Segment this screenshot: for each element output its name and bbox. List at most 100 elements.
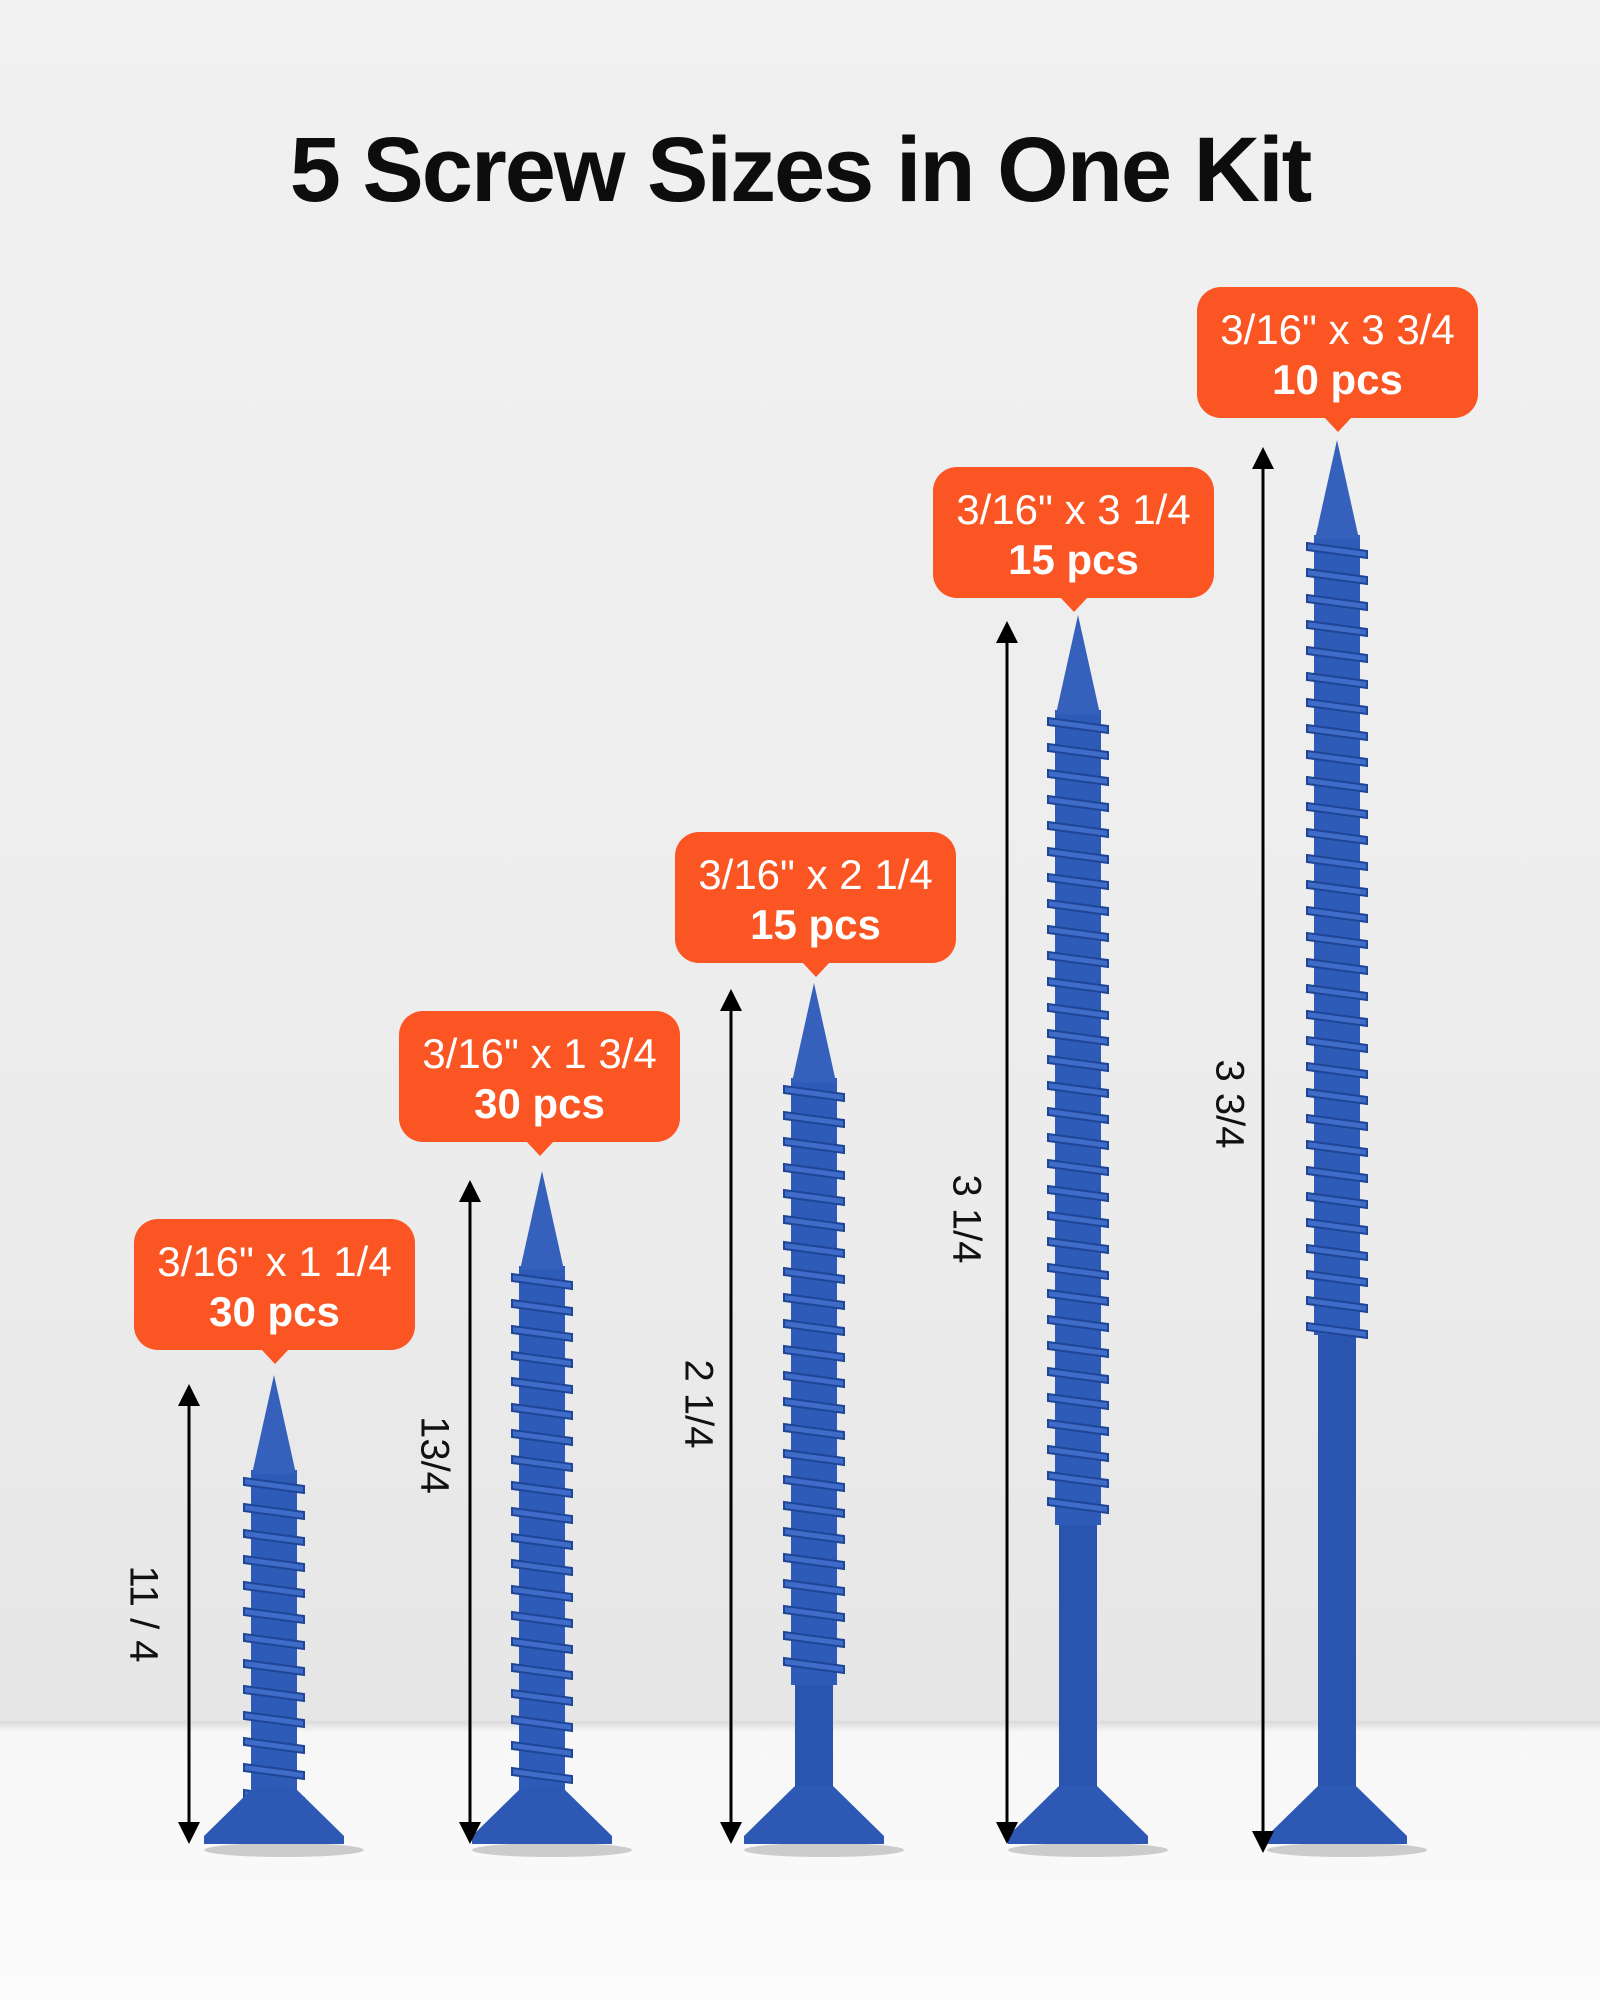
screw-thread bbox=[1306, 723, 1368, 742]
screw-thread bbox=[1047, 716, 1109, 735]
screw-thread-core bbox=[519, 1266, 565, 1790]
screw-thread bbox=[511, 1480, 573, 1499]
screw-thread bbox=[243, 1554, 305, 1573]
screw-thread bbox=[783, 1084, 845, 1103]
screw-thread bbox=[511, 1584, 573, 1603]
screw-thread bbox=[1047, 1392, 1109, 1411]
arrow-down-icon bbox=[1252, 1831, 1274, 1853]
screw-size: 3/16" x 3 1/4 bbox=[956, 486, 1191, 533]
screw-label-1: 3/16" x 1 1/4 30 pcs bbox=[134, 1219, 415, 1364]
screw-thread bbox=[511, 1298, 573, 1317]
screw-head bbox=[204, 1786, 344, 1844]
screw-thread bbox=[783, 1448, 845, 1467]
screw-thread bbox=[1047, 1444, 1109, 1463]
screw-thread bbox=[243, 1528, 305, 1547]
screw-tip bbox=[1315, 440, 1359, 539]
screw-thread bbox=[1306, 1217, 1368, 1236]
screw-thread bbox=[1306, 931, 1368, 950]
screw-thread bbox=[1306, 1113, 1368, 1132]
screw-qty: 15 pcs bbox=[750, 901, 881, 948]
screw-thread bbox=[783, 1188, 845, 1207]
screw-thread bbox=[1047, 1132, 1109, 1151]
screw-thread bbox=[1306, 801, 1368, 820]
screw-thread bbox=[1047, 768, 1109, 787]
screw-thread bbox=[511, 1402, 573, 1421]
screw-thread bbox=[1047, 950, 1109, 969]
screw-head bbox=[1267, 1786, 1407, 1844]
screw-thread bbox=[783, 1240, 845, 1259]
screw-thread bbox=[511, 1610, 573, 1629]
screw-thread bbox=[1306, 1269, 1368, 1288]
screw-thread bbox=[243, 1684, 305, 1703]
screw-thread bbox=[783, 1370, 845, 1389]
arrow-down-icon bbox=[720, 1822, 742, 1844]
screw-thread bbox=[783, 1136, 845, 1155]
screw-thread bbox=[1047, 1106, 1109, 1125]
screw-thread bbox=[1306, 1165, 1368, 1184]
screw-label-2: 3/16" x 1 3/4 30 pcs bbox=[399, 1011, 680, 1156]
screw-thread bbox=[1306, 879, 1368, 898]
screw-thread bbox=[511, 1740, 573, 1759]
screw-thread bbox=[783, 1396, 845, 1415]
screw-thread bbox=[1047, 1366, 1109, 1385]
dimension-label-2: 13/4 bbox=[412, 1416, 457, 1494]
screw-thread bbox=[511, 1350, 573, 1369]
screw-thread bbox=[1306, 1139, 1368, 1158]
screw-thread bbox=[783, 1604, 845, 1623]
screw-thread bbox=[1047, 820, 1109, 839]
screw-label-5: 3/16" x 3 3/4 10 pcs bbox=[1197, 287, 1478, 432]
screw-thread bbox=[783, 1214, 845, 1233]
screw-thread bbox=[511, 1636, 573, 1655]
screw-thread bbox=[1306, 1321, 1368, 1340]
screw-thread bbox=[511, 1324, 573, 1343]
screw-thread bbox=[1047, 1080, 1109, 1099]
screw-thread bbox=[1047, 1314, 1109, 1333]
screw-thread bbox=[511, 1428, 573, 1447]
screw-thread bbox=[1306, 1243, 1368, 1262]
screw-thread bbox=[783, 1292, 845, 1311]
screw-thread bbox=[1306, 1009, 1368, 1028]
screw-thread bbox=[1306, 619, 1368, 638]
screw-thread bbox=[511, 1766, 573, 1785]
screw-head bbox=[744, 1786, 884, 1844]
screw-head bbox=[472, 1786, 612, 1844]
screw-thread bbox=[783, 1110, 845, 1129]
screw-label-3: 3/16" x 2 1/4 15 pcs bbox=[675, 832, 956, 977]
screw-thread bbox=[1047, 742, 1109, 761]
screw-thread bbox=[783, 1552, 845, 1571]
screw-qty: 15 pcs bbox=[1008, 536, 1139, 583]
screw-label-4: 3/16" x 3 1/4 15 pcs bbox=[933, 467, 1214, 612]
screw-thread bbox=[511, 1532, 573, 1551]
screw-thread bbox=[783, 1318, 845, 1337]
screw-thread bbox=[243, 1632, 305, 1651]
screw-shadow bbox=[1008, 1843, 1168, 1857]
screw-thread bbox=[783, 1500, 845, 1519]
screw-thread bbox=[1306, 541, 1368, 560]
screw-tip bbox=[520, 1171, 564, 1270]
screw-thread bbox=[243, 1736, 305, 1755]
arrow-down-icon bbox=[996, 1822, 1018, 1844]
screw-size: 3/16" x 2 1/4 bbox=[698, 851, 933, 898]
screw-thread bbox=[511, 1662, 573, 1681]
screw-thread bbox=[1047, 846, 1109, 865]
screw-qty: 30 pcs bbox=[474, 1080, 605, 1127]
screw-tip bbox=[1056, 615, 1100, 714]
arrow-up-icon bbox=[459, 1180, 481, 1202]
screw-thread bbox=[1306, 1191, 1368, 1210]
dimension-label-1: 11 / 4 bbox=[121, 1565, 166, 1663]
arrow-down-icon bbox=[178, 1822, 200, 1844]
screw-shadow bbox=[472, 1843, 632, 1857]
screw-thread bbox=[511, 1714, 573, 1733]
screw-thread bbox=[1047, 794, 1109, 813]
screw-thread bbox=[783, 1656, 845, 1675]
screw-thread bbox=[511, 1272, 573, 1291]
screw-thread bbox=[511, 1688, 573, 1707]
screw-thread bbox=[243, 1606, 305, 1625]
screw-thread bbox=[1047, 1288, 1109, 1307]
screw-thread bbox=[243, 1476, 305, 1495]
screw-thread bbox=[1306, 957, 1368, 976]
screw-thread bbox=[1306, 853, 1368, 872]
screw-thread bbox=[1047, 1262, 1109, 1281]
screw-thread bbox=[783, 1526, 845, 1545]
screw-thread bbox=[1047, 976, 1109, 995]
